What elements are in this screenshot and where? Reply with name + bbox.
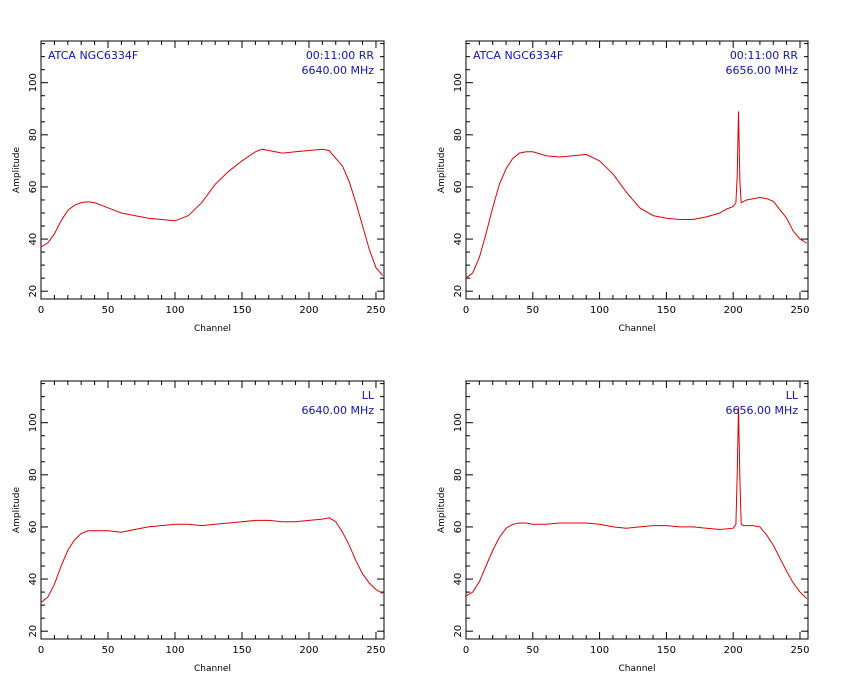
y-tick-label: 80 (28, 468, 39, 481)
x-axis-title: Channel (619, 324, 656, 334)
x-tick-label: 0 (38, 645, 44, 656)
y-tick-label: 20 (28, 285, 39, 298)
x-tick-label: 200 (724, 305, 743, 316)
y-tick-label: 100 (28, 413, 39, 432)
x-tick-label: 150 (232, 305, 251, 316)
y-tick-label: 20 (453, 285, 464, 298)
time-polarization-label: 00:11:00 RR (306, 49, 375, 62)
frequency-label: 6656.00 MHz (725, 64, 798, 77)
x-tick-label: 250 (366, 305, 385, 316)
x-tick-label: 0 (463, 305, 469, 316)
time-polarization-label: 00:11:00 RR (730, 49, 799, 62)
y-tick-label: 60 (453, 181, 464, 194)
x-axis-title: Channel (194, 324, 231, 334)
x-axis-title: Channel (194, 664, 231, 674)
x-tick-label: 50 (102, 645, 115, 656)
plot-frame (465, 40, 809, 300)
spectrum-line (465, 111, 807, 279)
x-tick-label: 150 (657, 645, 676, 656)
frequency-label: 6640.00 MHz (301, 64, 374, 77)
y-tick-label: 40 (453, 233, 464, 246)
y-axis-title: Amplitude (12, 146, 22, 193)
x-tick-label: 200 (299, 305, 318, 316)
y-tick-label: 80 (453, 468, 464, 481)
y-tick-label: 80 (453, 128, 464, 141)
y-tick-label: 60 (28, 521, 39, 534)
x-tick-label: 50 (526, 305, 539, 316)
spectrum-line (465, 407, 808, 599)
y-tick-label: 100 (453, 413, 464, 432)
time-polarization-label: LL (786, 389, 799, 402)
panel-bottom-left: 0 50 100 150 200 250 20 40 60 80 100 Channel Amplitu… (12, 380, 386, 674)
x-tick-label: 250 (366, 645, 385, 656)
y-tick-label: 60 (28, 181, 39, 194)
plot-frame (40, 380, 385, 640)
y-tick-label: 40 (28, 573, 39, 586)
plot-frame (40, 40, 385, 300)
x-tick-label: 250 (790, 645, 809, 656)
x-tick-label: 150 (232, 645, 251, 656)
y-tick-label: 100 (28, 73, 39, 92)
y-tick-label: 100 (453, 73, 464, 92)
x-tick-label: 0 (463, 645, 469, 656)
x-tick-label: 150 (657, 305, 676, 316)
panel-top-left: 0 50 100 150 200 250 20 40 60 80 100 Channel Amplitu… (12, 40, 386, 334)
y-tick-label: 80 (28, 128, 39, 141)
x-tick-label: 100 (590, 305, 609, 316)
plot-frame (465, 380, 809, 640)
y-tick-label: 60 (453, 521, 464, 534)
panel-bottom-right: 0 50 100 150 200 250 20 40 60 80 100 Channel Amplitu… (437, 380, 810, 674)
y-tick-label: 40 (453, 573, 464, 586)
y-tick-label: 20 (453, 625, 464, 638)
time-polarization-label: LL (362, 389, 375, 402)
x-tick-label: 200 (299, 645, 318, 656)
spectrum-line (40, 148, 384, 276)
y-axis-title: Amplitude (12, 486, 22, 533)
y-axis-title: Amplitude (437, 146, 447, 193)
frequency-label: 6656.00 MHz (725, 404, 798, 417)
source-label: ATCA NGC6334F (48, 49, 138, 62)
y-tick-label: 20 (28, 625, 39, 638)
x-axis-title: Channel (619, 664, 656, 674)
spectrum-line (40, 517, 383, 603)
source-label: ATCA NGC6334F (473, 49, 563, 62)
x-tick-label: 100 (165, 645, 184, 656)
y-axis-title: Amplitude (437, 486, 447, 533)
y-tick-label: 40 (28, 233, 39, 246)
x-tick-label: 200 (724, 645, 743, 656)
x-tick-label: 0 (38, 305, 44, 316)
x-tick-label: 250 (790, 305, 809, 316)
x-tick-label: 50 (102, 305, 115, 316)
x-tick-label: 100 (590, 645, 609, 656)
x-tick-label: 50 (526, 645, 539, 656)
x-tick-label: 100 (165, 305, 184, 316)
frequency-label: 6640.00 MHz (301, 404, 374, 417)
panel-top-right: 0 50 100 150 200 250 20 40 60 80 100 Channel Amplitu… (437, 40, 810, 334)
